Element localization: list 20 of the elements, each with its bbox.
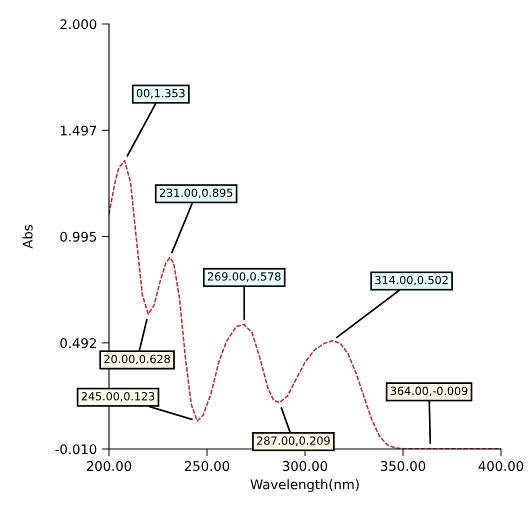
annotation: 20.00,0.628 [104, 354, 170, 364]
annotation: 314.00,0.502 [375, 276, 448, 286]
annotation: 245.00,0.123 [82, 392, 154, 402]
x-tick-label: 250.00 [184, 461, 230, 472]
x-axis-title: Wavelength(nm) [250, 479, 359, 492]
annotation: 364.00,-0.009 [390, 386, 468, 396]
x-tick-label: 350.00 [380, 461, 426, 472]
y-tick-label: 0.492 [60, 338, 96, 348]
annotation: 231.00,0.895 [160, 188, 232, 198]
y-axis-title: Abs [22, 225, 33, 249]
annotation: 269.00,0.578 [208, 272, 281, 282]
y-tick-label: 2.000 [60, 19, 96, 30]
x-tick-label: 200.00 [86, 461, 132, 472]
y-tick-label: 0.995 [60, 232, 96, 242]
annotation: 287.00,0.209 [257, 436, 330, 446]
x-tick-label: 400.00 [478, 461, 524, 472]
y-tick-label: -0.010 [55, 444, 96, 454]
x-tick-label: 300.00 [282, 461, 328, 472]
y-tick-label: 1.497 [60, 126, 96, 136]
annotation: 00,1.353 [136, 88, 185, 98]
